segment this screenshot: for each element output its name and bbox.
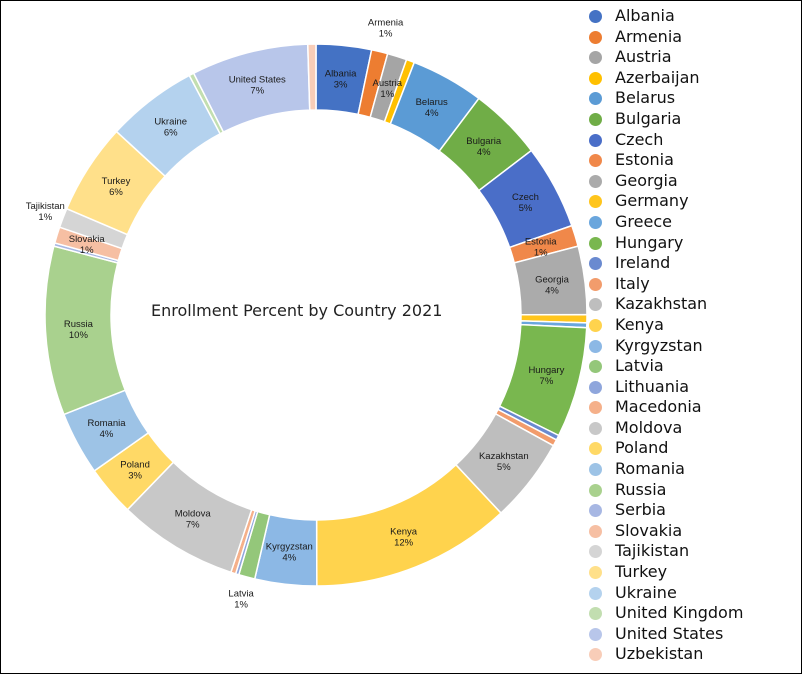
legend-label: Latvia [615, 356, 664, 376]
legend-label: Belarus [615, 88, 676, 108]
legend-swatch [589, 483, 602, 497]
legend-swatch [589, 318, 602, 332]
legend-label: United Kingdom [615, 603, 744, 623]
data-label-slovakia: Slovakia 1% [69, 234, 106, 256]
legend-swatch [589, 51, 602, 65]
legend-swatch [589, 627, 602, 641]
chart-title: Enrollment Percent by Country 2021 [151, 301, 443, 320]
legend-label: Kyrgyzstan [615, 335, 703, 355]
data-label-tajikistan: Tajikistan 1% [26, 201, 65, 223]
legend-label: Austria [615, 47, 672, 67]
legend-swatch [589, 236, 602, 250]
legend-swatch [589, 566, 602, 580]
data-label-bulgaria: Bulgaria 4% [466, 136, 502, 158]
legend-swatch [589, 71, 602, 85]
data-label-albania: Albania 3% [325, 68, 357, 90]
legend-label: Italy [615, 273, 650, 293]
legend-swatch [589, 421, 602, 435]
data-label-ukraine: Ukraine 6% [154, 117, 187, 139]
legend-label: Tajikistan [615, 541, 690, 561]
legend-label: Serbia [615, 500, 666, 520]
legend-swatch [589, 586, 602, 600]
data-label-turkey: Turkey 6% [102, 176, 131, 198]
legend-label: Romania [615, 459, 685, 479]
legend-swatch [589, 298, 602, 312]
slice-uzbekistan [306, 43, 317, 111]
legend-label: Georgia [615, 170, 678, 190]
legend-label: Albania [615, 6, 675, 25]
legend-label: Lithuania [615, 376, 690, 396]
data-label-united-states: United States 7% [229, 74, 286, 96]
legend-swatch [589, 380, 602, 394]
legend-swatch [589, 277, 602, 291]
legend-label: Poland [615, 438, 669, 458]
legend-label: Kazakhstan [615, 294, 708, 314]
legend-swatch [589, 174, 602, 188]
legend-swatch [589, 648, 602, 662]
legend-label: Germany [615, 191, 689, 211]
legend-label: United States [615, 623, 724, 643]
legend-label: Azerbaijan [615, 67, 700, 87]
legend-swatch [589, 545, 602, 559]
legend-label: Turkey [615, 562, 668, 582]
data-label-romania: Romania 4% [87, 418, 126, 440]
legend-swatch [589, 133, 602, 147]
legend-swatch [589, 92, 602, 106]
legend-swatch [589, 607, 602, 621]
legend-swatch [589, 112, 602, 126]
legend-label: Moldova [615, 417, 683, 437]
legend-swatch [589, 257, 602, 271]
legend-swatch [589, 10, 602, 23]
data-label-kenya: Kenya 12% [390, 526, 418, 548]
legend-swatch [589, 339, 602, 353]
legend-label: Macedonia [615, 397, 702, 417]
legend-label: Bulgaria [615, 108, 682, 128]
data-label-poland: Poland 3% [120, 460, 150, 482]
legend-swatch [589, 442, 602, 456]
legend-swatch [589, 504, 602, 518]
legend-swatch [589, 463, 602, 477]
legend-label: Ireland [615, 253, 671, 273]
legend-swatch [589, 215, 602, 229]
data-label-georgia: Georgia 4% [535, 274, 570, 296]
legend-label: Armenia [615, 26, 683, 46]
legend-label: Russia [615, 479, 667, 499]
legend-label: Ukraine [615, 582, 677, 602]
legend-label: Hungary [615, 232, 684, 252]
data-label-kyrgyzstan: Kyrgyzstan 4% [266, 542, 313, 564]
data-label-austria: Austria 1% [373, 78, 403, 100]
legend-swatch [589, 30, 602, 44]
legend-label: Greece [615, 211, 672, 231]
legend-label: Slovakia [615, 520, 683, 540]
data-label-moldova: Moldova 7% [175, 509, 212, 531]
data-label-russia: Russia 10% [64, 319, 94, 341]
legend-label: Estonia [615, 150, 674, 170]
legend-swatch [589, 195, 602, 209]
legend-label: Czech [615, 129, 664, 149]
data-label-latvia: Latvia 1% [228, 588, 254, 610]
data-label-czech: Czech 5% [512, 192, 539, 214]
data-label-kazakhstan: Kazakhstan 5% [479, 451, 529, 473]
legend-swatch [589, 524, 602, 538]
legend-label: Kenya [615, 314, 664, 334]
legend-swatch [589, 401, 602, 415]
legend-label: Uzbekistan [615, 644, 704, 664]
data-label-estonia: Estonia 1% [525, 236, 557, 258]
legend-swatch [589, 154, 602, 168]
data-label-hungary: Hungary 7% [528, 365, 564, 387]
data-label-armenia: Armenia 1% [368, 17, 404, 39]
data-label-belarus: Belarus 4% [416, 97, 448, 119]
legend-swatch [589, 360, 602, 374]
